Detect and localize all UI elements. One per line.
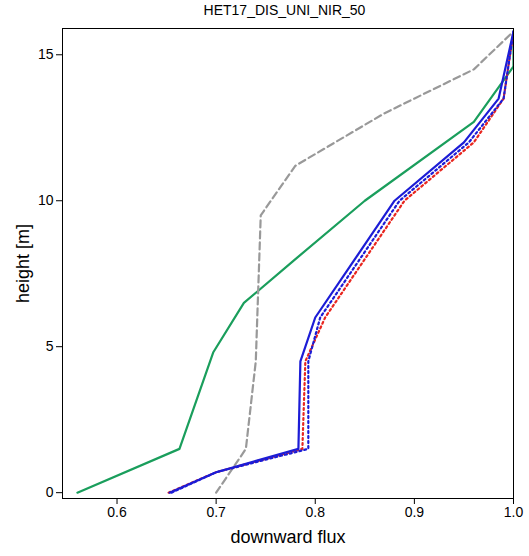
svg-text:5: 5	[46, 338, 54, 354]
svg-text:height [m]: height [m]	[13, 224, 33, 303]
svg-text:0.9: 0.9	[405, 504, 425, 520]
svg-text:15: 15	[38, 46, 54, 62]
svg-text:0.7: 0.7	[206, 504, 226, 520]
svg-text:0.6: 0.6	[107, 504, 127, 520]
svg-text:0: 0	[46, 484, 54, 500]
svg-text:downward flux: downward flux	[230, 527, 345, 547]
html-text:HET17_DIS_UNI_NIR_50: HET17_DIS_UNI_NIR_50	[203, 2, 366, 18]
svg-text:10: 10	[38, 192, 54, 208]
svg-text:1.0: 1.0	[504, 504, 524, 520]
svg-text:0.8: 0.8	[306, 504, 326, 520]
